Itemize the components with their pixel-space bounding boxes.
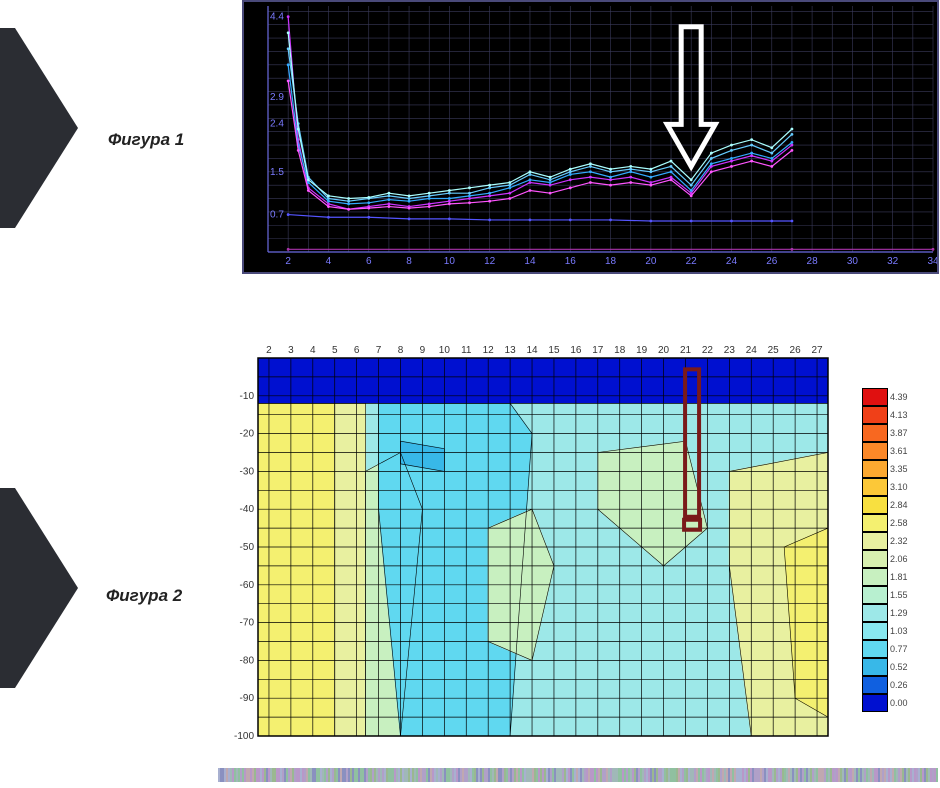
svg-text:15: 15 — [548, 345, 560, 356]
svg-text:6: 6 — [366, 256, 372, 267]
svg-text:34: 34 — [927, 256, 939, 267]
svg-text:14: 14 — [524, 256, 536, 267]
figure-2-label: Фигура 2 — [106, 586, 182, 606]
noise-strip — [218, 768, 938, 782]
legend-item: 0.52 — [862, 658, 916, 676]
svg-text:8: 8 — [406, 256, 412, 267]
legend-item: 1.81 — [862, 568, 916, 586]
svg-text:26: 26 — [766, 256, 778, 267]
svg-text:16: 16 — [570, 345, 582, 356]
svg-text:14: 14 — [526, 345, 538, 356]
legend-item: 1.03 — [862, 622, 916, 640]
decor-arrow-1 — [0, 28, 80, 228]
legend-item: 2.58 — [862, 514, 916, 532]
svg-text:-20: -20 — [240, 429, 255, 440]
svg-text:2.9: 2.9 — [270, 92, 284, 103]
svg-text:5: 5 — [332, 345, 338, 356]
contour-chart: 2345678910111213141516171819202122232425… — [226, 340, 832, 740]
svg-text:2: 2 — [285, 256, 291, 267]
svg-text:24: 24 — [726, 256, 738, 267]
legend-item: 3.87 — [862, 424, 916, 442]
svg-text:20: 20 — [645, 256, 657, 267]
svg-text:1.5: 1.5 — [270, 167, 284, 178]
svg-text:-60: -60 — [240, 580, 255, 591]
svg-text:13: 13 — [505, 345, 517, 356]
svg-text:-40: -40 — [240, 504, 255, 515]
svg-text:7: 7 — [376, 345, 382, 356]
svg-text:22: 22 — [702, 345, 714, 356]
svg-text:-50: -50 — [240, 542, 255, 553]
svg-text:4: 4 — [326, 256, 332, 267]
svg-text:3: 3 — [288, 345, 294, 356]
svg-text:28: 28 — [807, 256, 819, 267]
legend-item: 2.06 — [862, 550, 916, 568]
legend-item: 1.29 — [862, 604, 916, 622]
svg-text:17: 17 — [592, 345, 604, 356]
legend-item: 2.32 — [862, 532, 916, 550]
svg-text:25: 25 — [768, 345, 780, 356]
svg-text:9: 9 — [420, 345, 426, 356]
svg-text:21: 21 — [680, 345, 692, 356]
legend-item: 3.61 — [862, 442, 916, 460]
svg-text:6: 6 — [354, 345, 360, 356]
svg-text:10: 10 — [439, 345, 451, 356]
svg-text:2.4: 2.4 — [270, 119, 284, 130]
svg-text:12: 12 — [484, 256, 496, 267]
figure-1-label: Фигура 1 — [108, 130, 184, 150]
legend-item: 3.35 — [862, 460, 916, 478]
svg-text:23: 23 — [724, 345, 736, 356]
color-legend: 4.394.133.873.613.353.102.842.582.322.06… — [862, 388, 916, 712]
svg-text:11: 11 — [461, 345, 472, 356]
svg-text:27: 27 — [811, 345, 823, 356]
legend-item: 0.77 — [862, 640, 916, 658]
legend-item: 4.13 — [862, 406, 916, 424]
svg-text:-100: -100 — [234, 731, 254, 740]
svg-text:12: 12 — [483, 345, 495, 356]
svg-text:-70: -70 — [240, 618, 255, 629]
legend-item: 1.55 — [862, 586, 916, 604]
svg-text:-10: -10 — [240, 391, 255, 402]
svg-text:18: 18 — [605, 256, 617, 267]
svg-text:-30: -30 — [240, 466, 255, 477]
decor-arrow-2 — [0, 488, 80, 688]
svg-text:16: 16 — [565, 256, 577, 267]
svg-text:8: 8 — [398, 345, 404, 356]
svg-text:4.4: 4.4 — [270, 12, 284, 23]
svg-text:19: 19 — [636, 345, 648, 356]
svg-text:0.7: 0.7 — [270, 210, 284, 221]
legend-item: 0.00 — [862, 694, 916, 712]
svg-text:-80: -80 — [240, 655, 255, 666]
svg-text:24: 24 — [746, 345, 758, 356]
svg-text:4: 4 — [310, 345, 316, 356]
legend-item: 4.39 — [862, 388, 916, 406]
svg-text:22: 22 — [686, 256, 698, 267]
svg-text:18: 18 — [614, 345, 626, 356]
svg-text:26: 26 — [790, 345, 802, 356]
svg-text:30: 30 — [847, 256, 859, 267]
legend-item: 2.84 — [862, 496, 916, 514]
line-chart: 2468101214161820222426283032340.71.52.42… — [242, 0, 939, 274]
legend-item: 3.10 — [862, 478, 916, 496]
svg-text:20: 20 — [658, 345, 670, 356]
svg-text:10: 10 — [444, 256, 456, 267]
legend-item: 0.26 — [862, 676, 916, 694]
svg-text:-90: -90 — [240, 693, 255, 704]
svg-text:32: 32 — [887, 256, 899, 267]
svg-text:2: 2 — [266, 345, 272, 356]
